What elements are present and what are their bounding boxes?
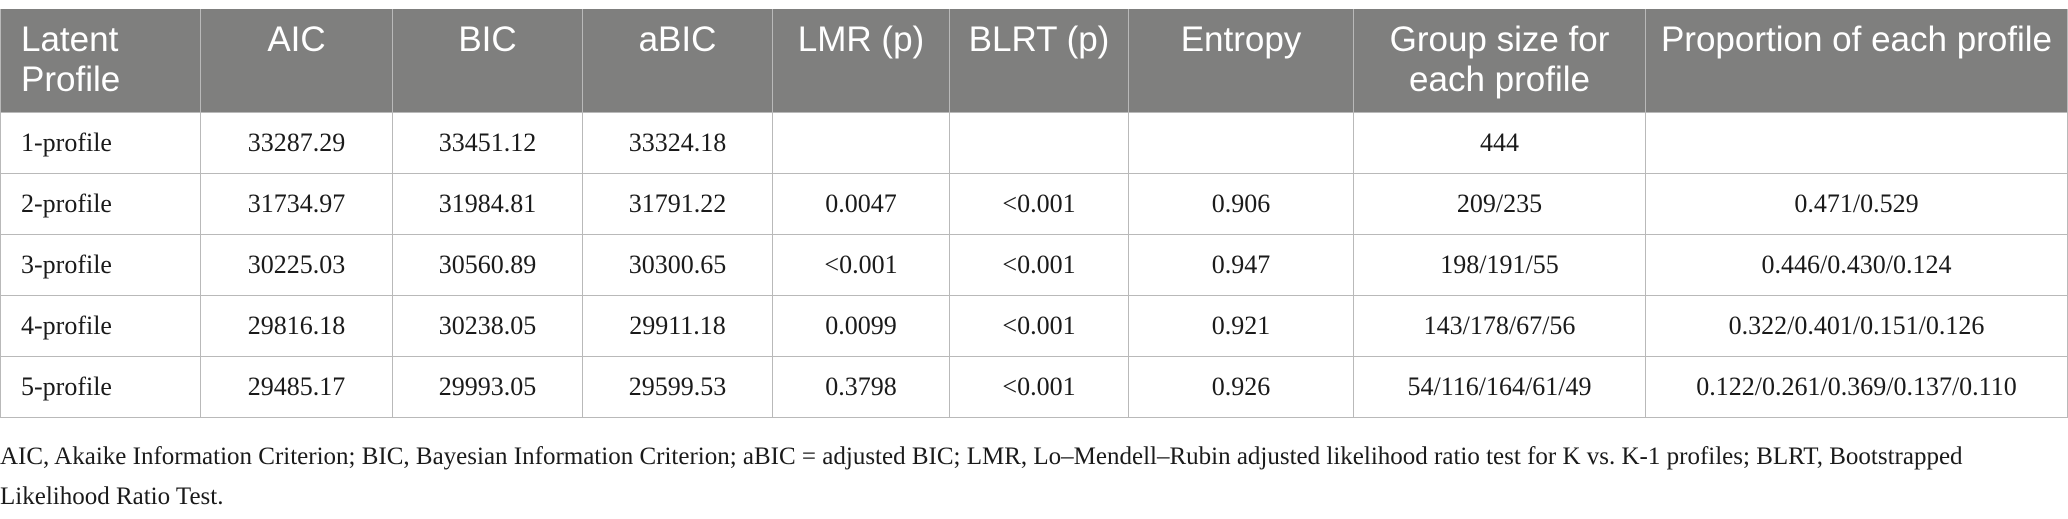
table-cell: 29599.53: [582, 356, 773, 418]
table-cell: 31791.22: [582, 173, 773, 235]
table-cell: 30300.65: [582, 234, 773, 296]
table-cell: 198/191/55: [1353, 234, 1646, 296]
header-entropy: Entropy: [1128, 9, 1354, 113]
table-cell: 30238.05: [392, 295, 583, 357]
table-cell: 54/116/164/61/49: [1353, 356, 1646, 418]
table-cell: 0.947: [1128, 234, 1354, 296]
table-cell: 29816.18: [200, 295, 393, 357]
table-cell: 0.3798: [772, 356, 950, 418]
table-container: Latent Profile AIC BIC aBIC LMR (p) BLRT…: [0, 9, 2068, 418]
header-row: Latent Profile AIC BIC aBIC LMR (p) BLRT…: [0, 9, 2068, 113]
table-cell: 0.471/0.529: [1645, 173, 2068, 235]
fit-indices-table: Latent Profile AIC BIC aBIC LMR (p) BLRT…: [0, 9, 2068, 418]
table-row: 1-profile 33287.29 33451.12 33324.18 444: [0, 112, 2068, 174]
table-cell: 143/178/67/56: [1353, 295, 1646, 357]
table-cell: [1645, 112, 2068, 174]
table-cell: 5-profile: [0, 356, 201, 418]
table-cell: <0.001: [949, 356, 1129, 418]
table-cell: 33324.18: [582, 112, 773, 174]
table-cell: 31984.81: [392, 173, 583, 235]
table-cell: 0.322/0.401/0.151/0.126: [1645, 295, 2068, 357]
table-cell: <0.001: [949, 295, 1129, 357]
table-cell: 0.906: [1128, 173, 1354, 235]
table-cell: 33287.29: [200, 112, 393, 174]
table-cell: 0.0047: [772, 173, 950, 235]
table-cell: 209/235: [1353, 173, 1646, 235]
table-cell: [949, 112, 1129, 174]
table-cell: 33451.12: [392, 112, 583, 174]
table-cell: 0.122/0.261/0.369/0.137/0.110: [1645, 356, 2068, 418]
table-row: 2-profile 31734.97 31984.81 31791.22 0.0…: [0, 173, 2068, 235]
table-cell: 31734.97: [200, 173, 393, 235]
table-cell: <0.001: [949, 234, 1129, 296]
table-cell: 2-profile: [0, 173, 201, 235]
table-cell: 30560.89: [392, 234, 583, 296]
table-cell: [1128, 112, 1354, 174]
table-cell: 29993.05: [392, 356, 583, 418]
table-cell: 29911.18: [582, 295, 773, 357]
header-latent-profile: Latent Profile: [0, 9, 201, 113]
table-cell: <0.001: [772, 234, 950, 296]
header-bic: BIC: [392, 9, 583, 113]
table-cell: [772, 112, 950, 174]
table-cell: 3-profile: [0, 234, 201, 296]
table-cell: 0.921: [1128, 295, 1354, 357]
header-group-size: Group size for each profile: [1353, 9, 1646, 113]
header-abic: aBIC: [582, 9, 773, 113]
header-lmr: LMR (p): [772, 9, 950, 113]
header-blrt: BLRT (p): [949, 9, 1129, 113]
table-cell: 1-profile: [0, 112, 201, 174]
header-aic: AIC: [200, 9, 393, 113]
table-cell: <0.001: [949, 173, 1129, 235]
table-row: 3-profile 30225.03 30560.89 30300.65 <0.…: [0, 234, 2068, 296]
table-row: 5-profile 29485.17 29993.05 29599.53 0.3…: [0, 356, 2068, 418]
table-cell: 0.0099: [772, 295, 950, 357]
table-footnote: AIC, Akaike Information Criterion; BIC, …: [0, 443, 1963, 510]
table-row: 4-profile 29816.18 30238.05 29911.18 0.0…: [0, 295, 2068, 357]
table-cell: 29485.17: [200, 356, 393, 418]
table-cell: 4-profile: [0, 295, 201, 357]
table-cell: 444: [1353, 112, 1646, 174]
table-cell: 0.926: [1128, 356, 1354, 418]
header-proportion: Proportion of each profile: [1645, 9, 2068, 113]
table-cell: 30225.03: [200, 234, 393, 296]
table-cell: 0.446/0.430/0.124: [1645, 234, 2068, 296]
